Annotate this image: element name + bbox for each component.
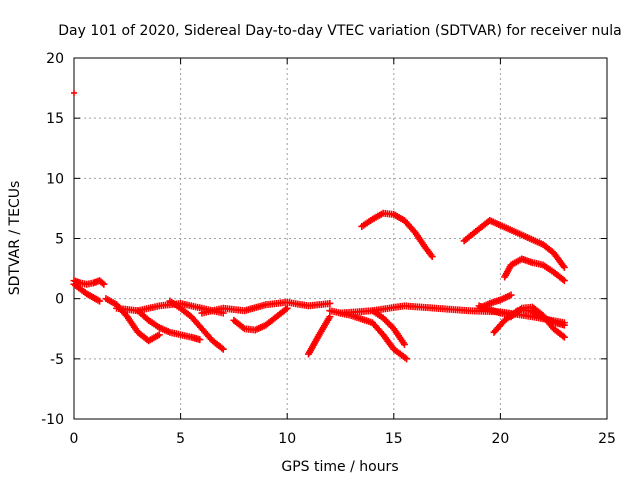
series-arc-r	[507, 303, 568, 341]
data-layer	[70, 89, 568, 363]
data-point	[507, 310, 515, 318]
x-tick-label: 25	[598, 431, 616, 447]
data-point	[96, 297, 104, 305]
data-point	[559, 275, 567, 283]
x-tick-label: 0	[70, 431, 79, 447]
series-arc-s	[475, 302, 515, 318]
series-arc-e	[134, 307, 204, 344]
series-arc-l	[358, 209, 436, 261]
data-point	[403, 355, 411, 363]
data-point	[218, 344, 226, 352]
y-tick-label: 10	[46, 171, 64, 187]
data-point	[326, 313, 334, 321]
data-point	[560, 277, 568, 285]
series-arc-b	[70, 277, 108, 288]
data-point	[196, 336, 204, 344]
data-point	[560, 263, 568, 271]
series-arc-f	[166, 297, 227, 353]
x-tick-label: 20	[491, 431, 509, 447]
y-tick-label: -5	[50, 352, 64, 368]
series-arc-i	[305, 313, 334, 358]
series-arc-c	[102, 295, 163, 345]
x-axis-label: GPS time / hours	[281, 459, 398, 475]
series-arc-g	[198, 298, 334, 317]
series-arc-a	[70, 280, 104, 305]
data-point	[516, 305, 524, 313]
y-tick-label: 15	[46, 111, 64, 127]
chart-title: Day 101 of 2020, Sidereal Day-to-day VTE…	[58, 23, 621, 39]
data-point	[71, 89, 77, 96]
data-point	[560, 321, 568, 329]
data-point	[239, 324, 247, 332]
series-arc-n	[460, 216, 568, 271]
data-point	[219, 345, 227, 353]
data-point	[507, 291, 515, 299]
data-point	[428, 253, 436, 261]
chart-grid	[74, 58, 607, 419]
data-point	[98, 279, 106, 287]
data-point	[155, 331, 163, 339]
y-axis-label: SDTVAR / TECUs	[7, 181, 23, 296]
series-arc-j	[326, 307, 411, 363]
y-tick-label: 5	[55, 232, 64, 248]
y-tick-label: -10	[41, 412, 64, 428]
data-point	[283, 304, 291, 312]
data-point	[100, 280, 108, 288]
data-point	[326, 299, 334, 307]
data-point	[282, 305, 290, 313]
x-tick-label: 5	[176, 431, 185, 447]
data-point	[560, 333, 568, 341]
series-arc-h	[230, 304, 291, 334]
x-tick-label: 15	[385, 431, 403, 447]
x-tick-label: 10	[278, 431, 296, 447]
y-tick-label: 20	[46, 51, 64, 67]
y-tick-label: 0	[55, 292, 64, 308]
series-arc-o	[501, 255, 568, 285]
data-point	[559, 332, 567, 340]
series-arc-t	[71, 89, 77, 96]
axis-ticks: 0 5 10 15 20 25 -10 -5 0 5 10 15 20	[41, 51, 616, 447]
